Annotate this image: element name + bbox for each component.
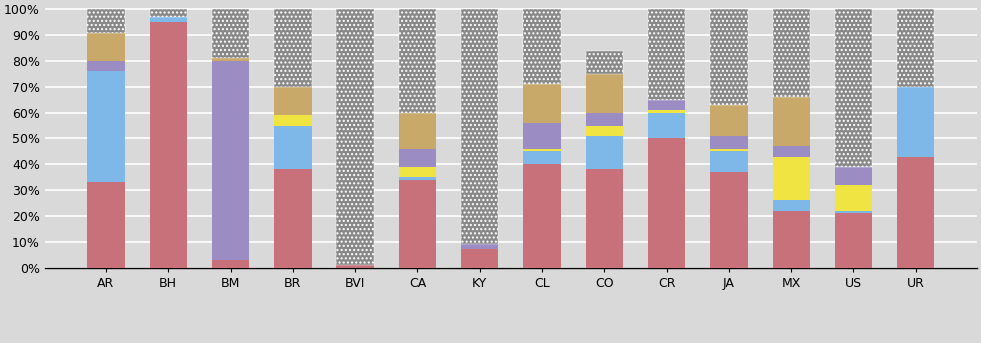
Bar: [897, 156, 935, 268]
Bar: [523, 84, 561, 123]
Bar: [647, 100, 686, 110]
Bar: [647, 139, 686, 268]
Bar: [897, 9, 935, 87]
Bar: [149, 17, 187, 22]
Bar: [586, 113, 623, 126]
Bar: [398, 9, 437, 113]
Bar: [647, 9, 686, 100]
Bar: [274, 169, 312, 268]
Bar: [835, 213, 872, 268]
Bar: [647, 110, 686, 113]
Bar: [212, 260, 249, 268]
Bar: [274, 115, 312, 126]
Bar: [87, 33, 125, 61]
Bar: [87, 182, 125, 268]
Bar: [149, 9, 187, 17]
Bar: [87, 9, 125, 33]
Bar: [398, 167, 437, 177]
Bar: [710, 172, 748, 268]
Bar: [835, 167, 872, 185]
Bar: [212, 61, 249, 260]
Bar: [212, 58, 249, 61]
Bar: [586, 126, 623, 136]
Bar: [710, 151, 748, 172]
Bar: [710, 9, 748, 105]
Bar: [461, 244, 498, 249]
Bar: [149, 22, 187, 268]
Bar: [336, 265, 374, 268]
Bar: [710, 149, 748, 151]
Bar: [772, 97, 810, 146]
Bar: [274, 87, 312, 115]
Bar: [523, 164, 561, 268]
Bar: [87, 71, 125, 182]
Bar: [461, 9, 498, 244]
Bar: [710, 105, 748, 136]
Bar: [772, 200, 810, 211]
Bar: [398, 177, 437, 180]
Bar: [772, 156, 810, 200]
Bar: [586, 136, 623, 169]
Bar: [772, 9, 810, 97]
Bar: [586, 51, 623, 74]
Bar: [336, 9, 374, 265]
Bar: [398, 180, 437, 268]
Bar: [772, 211, 810, 268]
Bar: [647, 113, 686, 139]
Bar: [835, 185, 872, 211]
Bar: [523, 9, 561, 84]
Bar: [274, 9, 312, 87]
Bar: [835, 9, 872, 167]
Bar: [897, 87, 935, 156]
Bar: [710, 136, 748, 149]
Bar: [523, 149, 561, 151]
Bar: [398, 113, 437, 149]
Bar: [87, 61, 125, 71]
Bar: [586, 169, 623, 268]
Bar: [398, 149, 437, 167]
Bar: [835, 211, 872, 213]
Bar: [586, 74, 623, 113]
Bar: [772, 146, 810, 156]
Bar: [523, 151, 561, 164]
Bar: [274, 126, 312, 169]
Bar: [461, 249, 498, 268]
Bar: [212, 9, 249, 58]
Bar: [523, 123, 561, 149]
